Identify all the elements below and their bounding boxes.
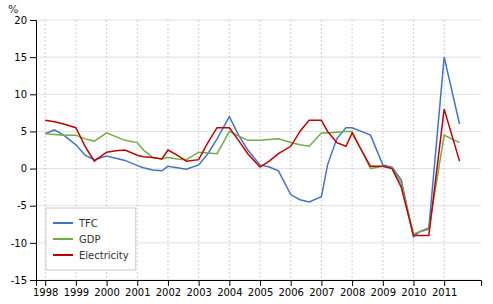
legend-swatch — [53, 222, 73, 224]
tick-mark — [30, 169, 36, 170]
tick-mark — [30, 243, 36, 244]
axis-domain — [30, 21, 37, 281]
tick-label: 15 — [14, 52, 27, 63]
tick-mark — [321, 280, 322, 286]
grid-line-x — [290, 20, 291, 280]
tick: -15 — [11, 275, 36, 286]
tick-mark — [413, 280, 414, 286]
tick-label: 10 — [14, 89, 27, 100]
y-axis: -15 -10 -5 0 5 10 15 20 — [11, 15, 37, 286]
grid-line-x — [321, 20, 322, 280]
tick: 2011 — [432, 280, 457, 298]
tick: -5 — [17, 200, 36, 211]
tick-label: 2006 — [278, 287, 303, 298]
tick-label: -5 — [17, 200, 27, 211]
tick-label: 2000 — [94, 287, 119, 298]
grid-line-x — [260, 20, 261, 280]
tick: 20 — [14, 15, 36, 26]
grid-line-y — [36, 94, 481, 95]
background — [0, 0, 493, 304]
grid-line-y — [36, 205, 481, 206]
grid-line-x — [413, 20, 414, 280]
tick-label: 2008 — [340, 287, 365, 298]
tick-mark — [229, 280, 230, 286]
tick: 15 — [14, 52, 36, 63]
tick-label: 2009 — [371, 287, 396, 298]
tick-label: 2011 — [432, 287, 457, 298]
tick-label: -10 — [11, 238, 27, 249]
tick: 0 — [21, 163, 36, 174]
grid — [36, 20, 481, 280]
tick-mark — [352, 280, 353, 286]
tick-label: 1998 — [33, 287, 58, 298]
legend-label: Electricity — [79, 250, 129, 261]
tick-mark — [107, 280, 108, 286]
tick-label: -15 — [11, 275, 27, 286]
legend-box — [46, 208, 136, 270]
tick-label: 20 — [14, 15, 27, 26]
tick: 1998 — [33, 280, 58, 298]
legend-swatch — [53, 254, 73, 256]
tick-label: 2010 — [401, 287, 426, 298]
tick: 5 — [21, 126, 36, 137]
grid-line-x — [198, 20, 199, 280]
tick-label: 2005 — [248, 287, 273, 298]
tick-mark — [30, 206, 36, 207]
tick-mark — [444, 280, 445, 286]
tick-label: 2001 — [125, 287, 150, 298]
grid-line-y — [36, 57, 481, 58]
tick: 2008 — [340, 280, 365, 298]
tick: 2007 — [309, 280, 334, 298]
tick-label: 2003 — [186, 287, 211, 298]
tick-mark — [45, 280, 46, 286]
tick: 2000 — [94, 280, 119, 298]
legend: TFC GDP Electricity — [46, 208, 136, 270]
tick-label: 5 — [21, 126, 27, 137]
tick: 10 — [14, 89, 36, 100]
tick-mark — [383, 280, 384, 286]
x-axis: 1998 1999 2000 2001 2002 2003 2004 2005 2006 2007… — [33, 280, 482, 298]
tick-mark — [137, 280, 138, 286]
tick-mark — [199, 280, 200, 286]
tick-mark — [30, 20, 36, 21]
tick: 2006 — [278, 280, 303, 298]
y-axis-label: % — [8, 3, 18, 16]
tick-mark — [168, 280, 169, 286]
grid-line-x — [382, 20, 383, 280]
tick-mark — [30, 57, 36, 58]
tick: -10 — [11, 238, 36, 249]
grid-line-y — [36, 131, 481, 132]
tick: 1999 — [64, 280, 89, 298]
chart: 1998199920002001200220032004200520062007… — [0, 0, 493, 304]
tick: 2005 — [248, 280, 273, 298]
tick-label: 1999 — [64, 287, 89, 298]
tick: 2001 — [125, 280, 150, 298]
tick-label: 2007 — [309, 287, 334, 298]
tick-mark — [30, 94, 36, 95]
grid-line-y — [36, 20, 481, 21]
tick-mark — [260, 280, 261, 286]
tick-mark — [291, 280, 292, 286]
tick: 2010 — [401, 280, 426, 298]
tick: 2004 — [217, 280, 242, 298]
tick: 2009 — [371, 280, 396, 298]
tick-mark — [30, 280, 36, 281]
grid-line-x — [352, 20, 353, 280]
legend-label: GDP — [79, 234, 100, 245]
tick-mark — [30, 131, 36, 132]
legend-swatch — [53, 238, 73, 240]
grid-line-x — [137, 20, 138, 280]
axis-domain — [37, 281, 482, 287]
legend-label: TFC — [78, 218, 98, 229]
tick-label: 0 — [21, 163, 27, 174]
grid-line-y — [36, 168, 481, 169]
tick: 2002 — [156, 280, 181, 298]
tick-mark — [76, 280, 77, 286]
tick-label: 2004 — [217, 287, 242, 298]
tick-label: 2002 — [156, 287, 181, 298]
grid-line-x — [229, 20, 230, 280]
tick: 2003 — [186, 280, 211, 298]
